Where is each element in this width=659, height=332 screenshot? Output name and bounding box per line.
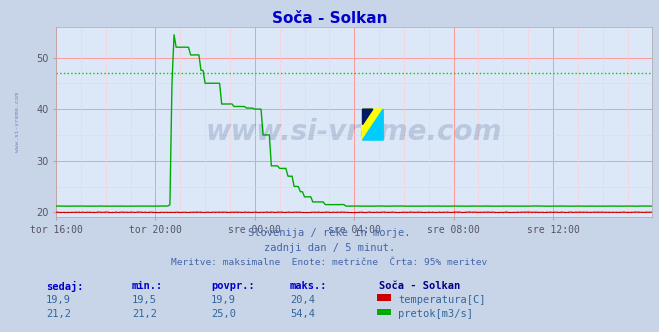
Text: 21,2: 21,2 xyxy=(46,309,71,319)
Text: Slovenija / reke in morje.: Slovenija / reke in morje. xyxy=(248,228,411,238)
Text: pretok[m3/s]: pretok[m3/s] xyxy=(398,309,473,319)
Text: Meritve: maksimalne  Enote: metrične  Črta: 95% meritev: Meritve: maksimalne Enote: metrične Črta… xyxy=(171,258,488,267)
Text: maks.:: maks.: xyxy=(290,281,328,290)
Text: 19,9: 19,9 xyxy=(211,295,236,305)
Text: sedaj:: sedaj: xyxy=(46,281,84,291)
Text: 25,0: 25,0 xyxy=(211,309,236,319)
Text: Soča - Solkan: Soča - Solkan xyxy=(272,11,387,26)
Polygon shape xyxy=(362,109,383,140)
Text: 20,4: 20,4 xyxy=(290,295,315,305)
Text: temperatura[C]: temperatura[C] xyxy=(398,295,486,305)
Text: www.si-vreme.com: www.si-vreme.com xyxy=(206,118,502,145)
Polygon shape xyxy=(362,109,383,140)
Text: povpr.:: povpr.: xyxy=(211,281,254,290)
Polygon shape xyxy=(362,109,373,124)
Text: 19,9: 19,9 xyxy=(46,295,71,305)
Text: 19,5: 19,5 xyxy=(132,295,157,305)
Text: min.:: min.: xyxy=(132,281,163,290)
Text: www.si-vreme.com: www.si-vreme.com xyxy=(14,92,20,152)
Text: 54,4: 54,4 xyxy=(290,309,315,319)
Text: zadnji dan / 5 minut.: zadnji dan / 5 minut. xyxy=(264,243,395,253)
Text: Soča - Solkan: Soča - Solkan xyxy=(379,281,460,290)
Text: 21,2: 21,2 xyxy=(132,309,157,319)
